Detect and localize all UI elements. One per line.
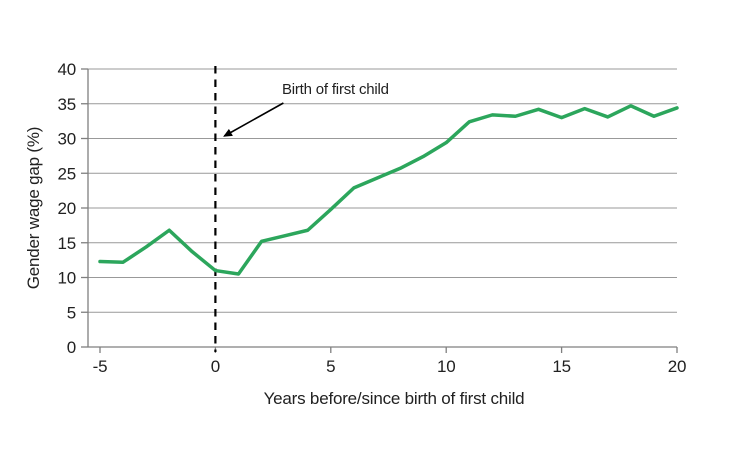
axes xyxy=(81,68,678,353)
y-tick-label: 30 xyxy=(57,130,76,149)
x-tick-label: 10 xyxy=(437,357,456,376)
x-tick-label: 20 xyxy=(668,357,687,376)
x-axis-title: Years before/since birth of first child xyxy=(264,389,525,408)
y-tick-label: 35 xyxy=(57,95,76,114)
y-tick-label: 15 xyxy=(57,234,76,253)
x-tick-label: -5 xyxy=(93,357,108,376)
x-tick-label: 15 xyxy=(552,357,571,376)
annotation-group: Birth of first child xyxy=(223,81,389,137)
y-tick-label: 40 xyxy=(57,60,76,79)
annotation-arrow xyxy=(223,102,284,137)
gridlines xyxy=(88,68,677,313)
y-tick-label: 0 xyxy=(67,338,76,357)
y-tick-label: 10 xyxy=(57,269,76,288)
y-tick-label: 25 xyxy=(57,164,76,183)
y-axis-title: Gender wage gap (%) xyxy=(24,127,43,290)
tick-labels: 0 5 10 15 20 25 30 35 40 -5 0 5 10 15 20 xyxy=(57,60,686,376)
y-tick-label: 20 xyxy=(57,199,76,218)
y-tick-label: 5 xyxy=(67,303,76,322)
wage-gap-line xyxy=(98,104,679,276)
x-tick-label: 5 xyxy=(326,357,335,376)
annotation-label: Birth of first child xyxy=(282,81,389,98)
x-tick-label: 0 xyxy=(211,357,220,376)
